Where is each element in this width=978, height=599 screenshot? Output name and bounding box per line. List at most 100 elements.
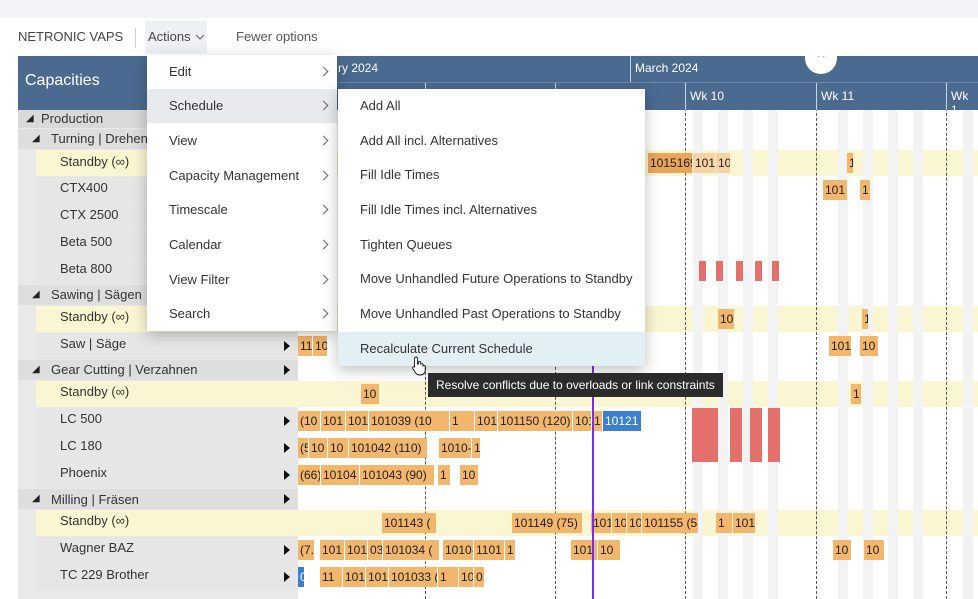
operation-bar[interactable]: 11: [298, 336, 312, 356]
menu-item-timescale[interactable]: Timescale: [147, 193, 337, 227]
expand-arrow-icon[interactable]: [284, 416, 290, 426]
tree-row[interactable]: TC 229 Brother: [36, 564, 298, 590]
tree-row[interactable]: LC 180: [36, 435, 298, 461]
collapse-triangle-icon[interactable]: ◢: [32, 289, 40, 300]
menu-item-view-filter[interactable]: View Filter: [147, 263, 337, 297]
operation-bar[interactable]: (10: [298, 411, 320, 431]
expand-arrow-icon[interactable]: [284, 341, 290, 351]
submenu-item-move-future-to-standby[interactable]: Move Unhandled Future Operations to Stan…: [360, 271, 633, 286]
operation-bar[interactable]: 1: [592, 411, 602, 431]
operation-bar[interactable]: 10: [864, 540, 884, 560]
operation-bar[interactable]: 101033 (70: [389, 567, 437, 587]
fewer-options-button[interactable]: Fewer options: [236, 29, 318, 44]
collapse-triangle-icon[interactable]: ◢: [32, 133, 40, 144]
operation-bar[interactable]: 101: [320, 540, 344, 560]
operation-bar[interactable]: 1: [862, 309, 868, 329]
operation-bar[interactable]: 101: [459, 567, 473, 587]
operation-bar[interactable]: 1010-: [443, 540, 473, 560]
submenu-item-fill-idle-times[interactable]: Fill Idle Times: [360, 167, 440, 182]
menu-item-view[interactable]: View: [147, 124, 337, 158]
operation-bar[interactable]: 101155 (5: [642, 513, 698, 533]
operation-bar[interactable]: 10: [612, 513, 626, 533]
operation-bar[interactable]: (66): [298, 465, 320, 485]
operation-bar[interactable]: 10: [313, 336, 327, 356]
operation-bar[interactable]: 101034 (: [383, 540, 439, 560]
operation-bar[interactable]: 101149 (75): [512, 513, 582, 533]
scroll-up-button[interactable]: ⌃: [805, 56, 837, 74]
operation-bar[interactable]: 1: [472, 438, 480, 458]
operation-bar[interactable]: 101: [346, 411, 368, 431]
menu-item-calendar[interactable]: Calendar: [147, 228, 337, 262]
operation-bar[interactable]: 101: [693, 153, 715, 173]
operation-bar[interactable]: 11: [320, 567, 342, 587]
operation-bar[interactable]: 10: [833, 540, 851, 560]
collapse-triangle-icon[interactable]: ◢: [32, 493, 40, 504]
operation-bar[interactable]: 10: [361, 384, 379, 404]
operation-bar[interactable]: 101150 (120): [498, 411, 572, 431]
operation-bar[interactable]: 10: [627, 513, 641, 533]
tree-row[interactable]: ◢ Gear Cutting | Verzahnen: [18, 360, 298, 380]
tree-row-standby[interactable]: Standby (∞): [36, 381, 298, 407]
operation-bar[interactable]: 01: [474, 567, 484, 587]
operation-bar[interactable]: 101: [591, 513, 611, 533]
operation-bar[interactable]: 10104: [321, 465, 359, 485]
operation-bar[interactable]: 1015169: [648, 153, 692, 173]
tree-row[interactable]: Saw | Säge: [36, 333, 298, 359]
operation-bar[interactable]: 10: [309, 438, 327, 458]
operation-bar[interactable]: 1010-: [439, 438, 471, 458]
operation-bar[interactable]: 101: [829, 336, 851, 356]
operation-bar[interactable]: 1: [438, 465, 450, 485]
operation-bar[interactable]: (5: [298, 438, 308, 458]
operation-bar[interactable]: 1: [438, 567, 458, 587]
operation-bar[interactable]: 03: [368, 540, 382, 560]
submenu-item-move-past-to-standby[interactable]: Move Unhandled Past Operations to Standb…: [360, 306, 621, 321]
actions-button[interactable]: [145, 21, 207, 53]
menu-item-schedule[interactable]: Schedule: [147, 89, 337, 123]
operation-bar[interactable]: 1: [450, 411, 474, 431]
expand-arrow-icon[interactable]: [284, 545, 290, 555]
tree-row[interactable]: Wagner BAZ: [36, 537, 298, 563]
submenu-item-recalculate-schedule[interactable]: Recalculate Current Schedule: [338, 332, 645, 366]
operation-bar[interactable]: 101: [321, 411, 345, 431]
operation-bar[interactable]: 1: [860, 180, 870, 200]
conflict-bar[interactable]: [750, 408, 762, 462]
selected-operation-bar[interactable]: 10121: [603, 411, 641, 431]
operation-bar[interactable]: 101: [571, 540, 597, 560]
chevron-down-icon[interactable]: [195, 33, 205, 41]
operation-bar[interactable]: 1: [847, 153, 853, 173]
operation-bar[interactable]: 101043 (90): [360, 465, 434, 485]
operation-bar[interactable]: 1: [716, 513, 732, 533]
expand-arrow-icon[interactable]: [284, 494, 290, 504]
operation-bar[interactable]: 1: [505, 540, 515, 560]
conflict-bar[interactable]: [692, 408, 718, 462]
selected-operation-bar[interactable]: 0: [298, 567, 304, 587]
expand-arrow-icon[interactable]: [284, 443, 290, 453]
conflict-bar[interactable]: [736, 261, 743, 281]
operation-bar[interactable]: 101: [733, 513, 755, 533]
operation-bar[interactable]: 10: [716, 153, 730, 173]
submenu-item-add-all-alternatives[interactable]: Add All incl. Alternatives: [360, 133, 499, 148]
menu-item-edit[interactable]: Edit: [147, 55, 337, 89]
operation-bar[interactable]: 101: [475, 411, 497, 431]
tree-row[interactable]: Phoenix: [36, 462, 298, 488]
conflict-bar[interactable]: [755, 261, 762, 281]
conflict-bar[interactable]: [768, 408, 780, 462]
operation-bar[interactable]: 10: [460, 465, 478, 485]
conflict-bar[interactable]: [772, 261, 779, 281]
operation-bar[interactable]: 101: [366, 567, 388, 587]
tree-row[interactable]: LC 500: [36, 408, 298, 434]
menu-item-capacity-management[interactable]: Capacity Management: [147, 159, 337, 193]
operation-bar[interactable]: 10: [328, 438, 348, 458]
submenu-item-tighten-queues[interactable]: Tighten Queues: [360, 237, 453, 252]
expand-arrow-icon[interactable]: [284, 365, 290, 375]
operation-bar[interactable]: 1101: [474, 540, 504, 560]
submenu-item-fill-idle-times-alternatives[interactable]: Fill Idle Times incl. Alternatives: [360, 202, 538, 217]
operation-bar[interactable]: 101: [343, 567, 365, 587]
tree-row-standby[interactable]: Standby (∞): [36, 510, 298, 536]
operation-bar[interactable]: 10: [718, 309, 734, 329]
operation-bar[interactable]: 101042 (110): [349, 438, 427, 458]
operation-bar[interactable]: 1: [851, 384, 861, 404]
operation-bar[interactable]: 101: [823, 180, 847, 200]
operation-bar[interactable]: 10: [860, 336, 878, 356]
conflict-bar[interactable]: [699, 261, 706, 281]
